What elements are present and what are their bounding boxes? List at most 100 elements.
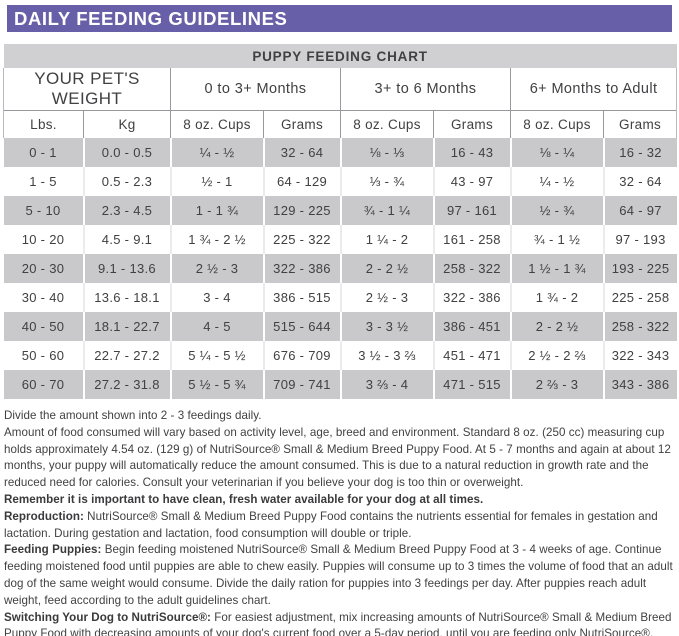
table-cell: 5 - 10 — [3, 196, 85, 225]
table-cell: 515 - 644 — [263, 312, 342, 341]
table-cell: 22.7 - 27.2 — [83, 341, 172, 370]
table-cell: 2 ⅔ - 3 — [510, 370, 605, 399]
puppy-feeding-table: PUPPY FEEDING CHART YOUR PET'S WEIGHT 0 … — [3, 44, 678, 399]
table-cell: 16 - 32 — [603, 138, 677, 167]
table-cell: ¼ - ½ — [510, 167, 605, 196]
table-cell: 30 - 40 — [3, 283, 85, 312]
table-cell: ⅓ - ¾ — [340, 167, 435, 196]
column-header-cups-2: 8 oz. Cups — [340, 110, 434, 138]
group-header-6-months-adult: 6+ Months to Adult — [509, 68, 678, 111]
column-header-row: Lbs. Kg 8 oz. Cups Grams 8 oz. Cups Gram… — [3, 110, 678, 138]
table-cell: 20 - 30 — [3, 254, 85, 283]
note-reproduction-text: NutriSource® Small & Medium Breed Puppy … — [4, 509, 658, 540]
table-cell: 4.5 - 9.1 — [83, 225, 172, 254]
note-feeding-puppies: Feeding Puppies: Begin feeding moistened… — [4, 542, 675, 609]
table-cell: ½ - 1 — [170, 167, 265, 196]
table-row: 0 - 1 0.0 - 0.5 ¼ - ½ 32 - 64 ⅛ - ⅓ 16 - 43 ⅛ … — [3, 138, 677, 167]
column-header-grams-1: Grams — [263, 110, 341, 138]
note-switching-lead: Switching Your Dog to NutriSource®: — [4, 610, 211, 624]
table-row: 1 - 5 0.5 - 2.3 ½ - 1 64 - 129 ⅓ - ¾ 43 - 97 ¼… — [3, 167, 677, 196]
table-cell: 386 - 451 — [433, 312, 512, 341]
table-cell: 0.0 - 0.5 — [83, 138, 172, 167]
table-title: PUPPY FEEDING CHART — [3, 44, 677, 68]
column-header-kg: Kg — [83, 110, 171, 138]
column-header-cups-1: 8 oz. Cups — [170, 110, 264, 138]
table-row: 60 - 70 27.2 - 31.8 5 ½ - 5 ¾ 709 - 741 3 ⅔ … — [3, 370, 677, 399]
group-header-0-3-months: 0 to 3+ Months — [170, 68, 341, 111]
table-cell: 50 - 60 — [3, 341, 85, 370]
feeding-table-body: 0 - 1 0.0 - 0.5 ¼ - ½ 32 - 64 ⅛ - ⅓ 16 - 43 ⅛ … — [3, 138, 677, 399]
table-cell: 2 ½ - 3 — [170, 254, 265, 283]
table-cell: 2.3 - 4.5 — [83, 196, 172, 225]
table-cell: 9.1 - 13.6 — [83, 254, 172, 283]
table-cell: 1 ¼ - 2 — [340, 225, 435, 254]
note-reproduction: Reproduction: NutriSource® Small & Mediu… — [4, 509, 675, 543]
table-cell: 129 - 225 — [263, 196, 342, 225]
group-header-weight: YOUR PET'S WEIGHT — [3, 68, 171, 111]
table-cell: 1 ¾ - 2 ½ — [170, 225, 265, 254]
table-cell: 676 - 709 — [263, 341, 342, 370]
page-title: DAILY FEEDING GUIDELINES — [7, 5, 672, 32]
note-feeding-puppies-text: Begin feeding moistened NutriSource® Sma… — [4, 543, 673, 607]
table-cell: 27.2 - 31.8 — [83, 370, 172, 399]
table-cell: 2 ½ - 3 — [340, 283, 435, 312]
table-cell: 1 ¾ - 2 — [510, 283, 605, 312]
note-reproduction-lead: Reproduction: — [4, 509, 84, 523]
note-feeding-puppies-lead: Feeding Puppies: — [4, 543, 102, 557]
table-cell: 16 - 43 — [433, 138, 512, 167]
table-cell: 258 - 322 — [433, 254, 512, 283]
table-cell: 386 - 515 — [263, 283, 342, 312]
table-cell: ¾ - 1 ½ — [510, 225, 605, 254]
feeding-notes: Divide the amount shown into 2 - 3 feedi… — [4, 408, 675, 636]
table-cell: 40 - 50 — [3, 312, 85, 341]
table-cell: 1 - 5 — [3, 167, 85, 196]
table-cell: 322 - 343 — [603, 341, 677, 370]
note-amount-consumed: Amount of food consumed will vary based … — [4, 425, 671, 490]
table-cell: 343 - 386 — [603, 370, 677, 399]
table-cell: 32 - 64 — [263, 138, 342, 167]
note-switching-text: For easiest adjustment, mix increasing a… — [4, 610, 672, 636]
column-header-grams-3: Grams — [602, 110, 678, 138]
column-header-grams-2: Grams — [433, 110, 511, 138]
table-cell: 451 - 471 — [433, 341, 512, 370]
table-cell: 3 - 4 — [170, 283, 265, 312]
table-cell: 709 - 741 — [263, 370, 342, 399]
table-title-row: PUPPY FEEDING CHART — [3, 44, 677, 68]
table-cell: ¼ - ½ — [170, 138, 265, 167]
table-cell: 4 - 5 — [170, 312, 265, 341]
table-cell: 60 - 70 — [3, 370, 85, 399]
table-cell: 322 - 386 — [433, 283, 512, 312]
table-row: 5 - 10 2.3 - 4.5 1 - 1 ¾ 129 - 225 ¾ - 1 ¼ 97… — [3, 196, 677, 225]
table-cell: 193 - 225 — [603, 254, 677, 283]
table-cell: 32 - 64 — [603, 167, 677, 196]
table-row: 20 - 30 9.1 - 13.6 2 ½ - 3 322 - 386 2 - 2 ½… — [3, 254, 677, 283]
table-cell: 322 - 386 — [263, 254, 342, 283]
table-cell: ¾ - 1 ¼ — [340, 196, 435, 225]
table-cell: 97 - 161 — [433, 196, 512, 225]
table-cell: 258 - 322 — [603, 312, 677, 341]
group-header-row: YOUR PET'S WEIGHT 0 to 3+ Months 3+ to 6… — [3, 68, 678, 111]
table-cell: 2 - 2 ½ — [510, 312, 605, 341]
table-cell: 64 - 129 — [263, 167, 342, 196]
table-cell: 0.5 - 2.3 — [83, 167, 172, 196]
table-cell: 97 - 193 — [603, 225, 677, 254]
table-cell: 5 ¼ - 5 ½ — [170, 341, 265, 370]
table-row: 50 - 60 22.7 - 27.2 5 ¼ - 5 ½ 676 - 709 3 ½ … — [3, 341, 677, 370]
table-cell: 10 - 20 — [3, 225, 85, 254]
table-cell: 2 ½ - 2 ⅔ — [510, 341, 605, 370]
table-cell: 3 - 3 ½ — [340, 312, 435, 341]
table-cell: ⅛ - ¼ — [510, 138, 605, 167]
note-switching: Switching Your Dog to NutriSource®: For … — [4, 610, 675, 636]
table-cell: 3 ½ - 3 ⅔ — [340, 341, 435, 370]
column-header-lbs: Lbs. — [3, 110, 84, 138]
table-cell: 5 ½ - 5 ¾ — [170, 370, 265, 399]
table-cell: ⅛ - ⅓ — [340, 138, 435, 167]
table-cell: 1 - 1 ¾ — [170, 196, 265, 225]
note-fresh-water-reminder: Remember it is important to have clean, … — [4, 492, 484, 506]
table-cell: ½ - ¾ — [510, 196, 605, 225]
table-cell: 471 - 515 — [433, 370, 512, 399]
table-cell: 3 ⅔ - 4 — [340, 370, 435, 399]
